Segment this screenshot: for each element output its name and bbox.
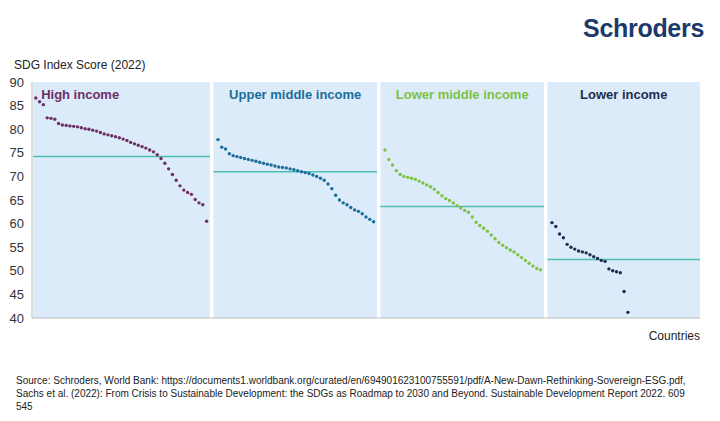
svg-text:55: 55 bbox=[10, 240, 24, 255]
svg-text:80: 80 bbox=[10, 122, 24, 137]
svg-text:40: 40 bbox=[10, 311, 24, 326]
svg-text:Upper middle income: Upper middle income bbox=[229, 87, 361, 102]
svg-text:Lower middle income: Lower middle income bbox=[396, 87, 529, 102]
svg-text:90: 90 bbox=[10, 75, 24, 90]
svg-text:75: 75 bbox=[10, 145, 24, 160]
svg-text:Lower income: Lower income bbox=[580, 87, 667, 102]
svg-text:Countries: Countries bbox=[649, 329, 700, 340]
svg-text:60: 60 bbox=[10, 216, 24, 231]
svg-text:High income: High income bbox=[41, 87, 119, 102]
svg-text:65: 65 bbox=[10, 193, 24, 208]
svg-text:70: 70 bbox=[10, 169, 24, 184]
svg-text:45: 45 bbox=[10, 287, 24, 302]
html-text:Schroders: Schroders bbox=[583, 14, 704, 42]
svg-text:85: 85 bbox=[10, 98, 24, 113]
svg-text:50: 50 bbox=[10, 263, 24, 278]
html-text:Source: Schroders, World Bank:: Source: Schroders, World Bank: https://d… bbox=[16, 375, 686, 412]
html-text:SDG Index Score (2022): SDG Index Score (2022) bbox=[14, 58, 146, 72]
